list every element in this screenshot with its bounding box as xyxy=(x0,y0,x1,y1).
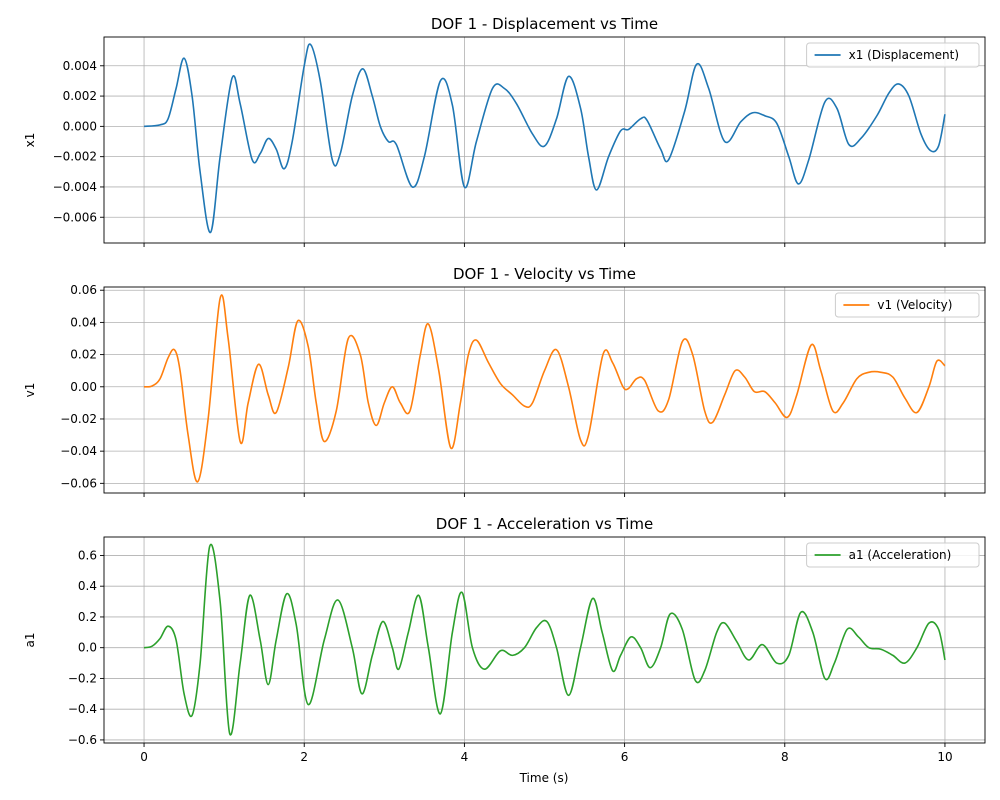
acceleration-y-axis-label: a1 xyxy=(23,633,37,648)
displacement-legend: x1 (Displacement) xyxy=(806,42,980,68)
acceleration-title: DOF 1 - Acceleration vs Time xyxy=(436,515,653,533)
velocity-y-tick-label: 0.04 xyxy=(70,315,97,329)
acceleration-y-tick-label: −0.6 xyxy=(68,733,97,747)
acceleration-x-tick-label: 4 xyxy=(461,750,469,764)
displacement-chart: −0.006 −0.004 −0.002 0.000 0.002 0.004 DOF 1 -… xyxy=(23,15,986,247)
acceleration-legend: a1 (Acceleration) xyxy=(806,542,980,568)
displacement-legend-label: x1 (Displacement) xyxy=(849,48,959,62)
displacement-legend-box xyxy=(806,42,980,68)
velocity-y-tick-label: 0.02 xyxy=(70,348,97,362)
velocity-axes-frame xyxy=(103,286,986,494)
displacement-y-tick-label: 0.002 xyxy=(63,89,97,103)
velocity-legend: v1 (Velocity) xyxy=(834,292,980,318)
acceleration-y-tick-label: 0.0 xyxy=(78,641,97,655)
velocity-legend-label: v1 (Velocity) xyxy=(877,298,952,312)
acceleration-x-tick-label: 2 xyxy=(300,750,308,764)
velocity-plot-area xyxy=(104,287,985,493)
displacement-y-tick-label: 0.004 xyxy=(63,59,97,73)
velocity-legend-box xyxy=(834,292,980,318)
acceleration-x-tick-label: 6 xyxy=(621,750,629,764)
velocity-y-tick-label: −0.06 xyxy=(60,476,97,490)
acceleration-y-tick-label: 0.4 xyxy=(78,579,97,593)
acceleration-plot-area xyxy=(104,537,985,743)
velocity-y-axis-label: v1 xyxy=(23,383,37,398)
acceleration-chart: 0 2 4 6 8 10 −0.6 −0.4 −0.2 0.0 0.2 0.4 0.6 DOF 1 - A… xyxy=(23,515,986,764)
acceleration-x-tick-label: 10 xyxy=(937,750,952,764)
displacement-series-line xyxy=(143,43,946,234)
velocity-y-tick-label: 0.06 xyxy=(70,283,97,297)
displacement-y-axis-label: x1 xyxy=(23,133,37,148)
acceleration-axes-frame xyxy=(103,536,986,744)
acceleration-x-tick-label: 0 xyxy=(140,750,148,764)
acceleration-series-line xyxy=(143,543,946,736)
displacement-title: DOF 1 - Displacement vs Time xyxy=(431,15,658,33)
velocity-series-line xyxy=(143,294,946,483)
velocity-y-tick-label: −0.02 xyxy=(60,412,97,426)
acceleration-y-tick-label: −0.4 xyxy=(68,702,97,716)
displacement-axes-frame xyxy=(103,36,986,244)
displacement-y-tick-label: −0.004 xyxy=(53,180,97,194)
velocity-title: DOF 1 - Velocity vs Time xyxy=(453,265,636,283)
displacement-y-tick-label: −0.002 xyxy=(53,150,97,164)
acceleration-y-tick-label: 0.6 xyxy=(78,548,97,562)
x-axis-label: Time (s) xyxy=(519,771,569,785)
velocity-y-tick-label: −0.04 xyxy=(60,444,97,458)
acceleration-legend-box xyxy=(806,542,980,568)
velocity-chart: −0.06 −0.04 −0.02 0.00 0.02 0.04 0.06 DOF 1 - V… xyxy=(23,265,986,497)
acceleration-x-tick-label: 8 xyxy=(781,750,789,764)
acceleration-y-tick-label: 0.2 xyxy=(78,610,97,624)
displacement-y-tick-label: 0.000 xyxy=(63,119,97,133)
displacement-plot-area xyxy=(104,37,985,243)
acceleration-legend-label: a1 (Acceleration) xyxy=(849,548,952,562)
acceleration-y-tick-label: −0.2 xyxy=(68,671,97,685)
velocity-y-tick-label: 0.00 xyxy=(70,380,97,394)
displacement-y-tick-label: −0.006 xyxy=(53,210,97,224)
